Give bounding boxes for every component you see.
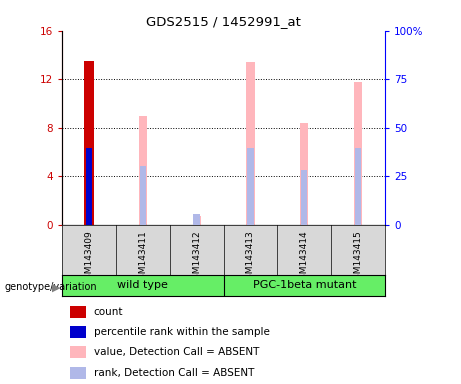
Bar (247, 148, 254, 225)
Text: GSM143413: GSM143413 (246, 231, 255, 285)
Text: genotype/variation: genotype/variation (5, 282, 97, 292)
Bar (140, 167, 146, 225)
Text: GSM143412: GSM143412 (192, 231, 201, 285)
Text: percentile rank within the sample: percentile rank within the sample (94, 327, 270, 337)
Bar (70, 326, 86, 338)
Bar (300, 123, 308, 225)
Text: ▶: ▶ (52, 282, 60, 292)
Text: rank, Detection Call = ABSENT: rank, Detection Call = ABSENT (94, 368, 254, 378)
Bar (194, 214, 200, 225)
Text: value, Detection Call = ABSENT: value, Detection Call = ABSENT (94, 347, 259, 357)
Bar (139, 116, 147, 225)
Text: count: count (94, 307, 123, 317)
Title: GDS2515 / 1452991_at: GDS2515 / 1452991_at (146, 15, 301, 28)
Bar (70, 346, 86, 358)
Text: GSM143409: GSM143409 (85, 231, 94, 285)
Bar (87, 148, 92, 225)
Text: GSM143414: GSM143414 (300, 231, 309, 285)
Bar (70, 367, 86, 379)
Bar (355, 148, 361, 225)
Text: GSM143415: GSM143415 (354, 231, 362, 285)
Bar (84, 61, 94, 225)
Bar (70, 306, 86, 318)
Text: wild type: wild type (118, 280, 168, 290)
Bar (193, 216, 201, 225)
Bar (354, 82, 362, 225)
Bar (301, 170, 307, 225)
Text: PGC-1beta mutant: PGC-1beta mutant (253, 280, 356, 290)
Text: GSM143411: GSM143411 (138, 231, 148, 285)
Bar (247, 62, 254, 225)
